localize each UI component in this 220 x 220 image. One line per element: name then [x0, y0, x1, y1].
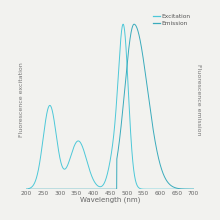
Y-axis label: Fluorescence emission: Fluorescence emission: [196, 64, 201, 136]
Legend: Excitation, Emission: Excitation, Emission: [153, 14, 191, 26]
X-axis label: Wavelength (nm): Wavelength (nm): [80, 197, 140, 204]
Y-axis label: Fluorescence excitation: Fluorescence excitation: [19, 63, 24, 138]
